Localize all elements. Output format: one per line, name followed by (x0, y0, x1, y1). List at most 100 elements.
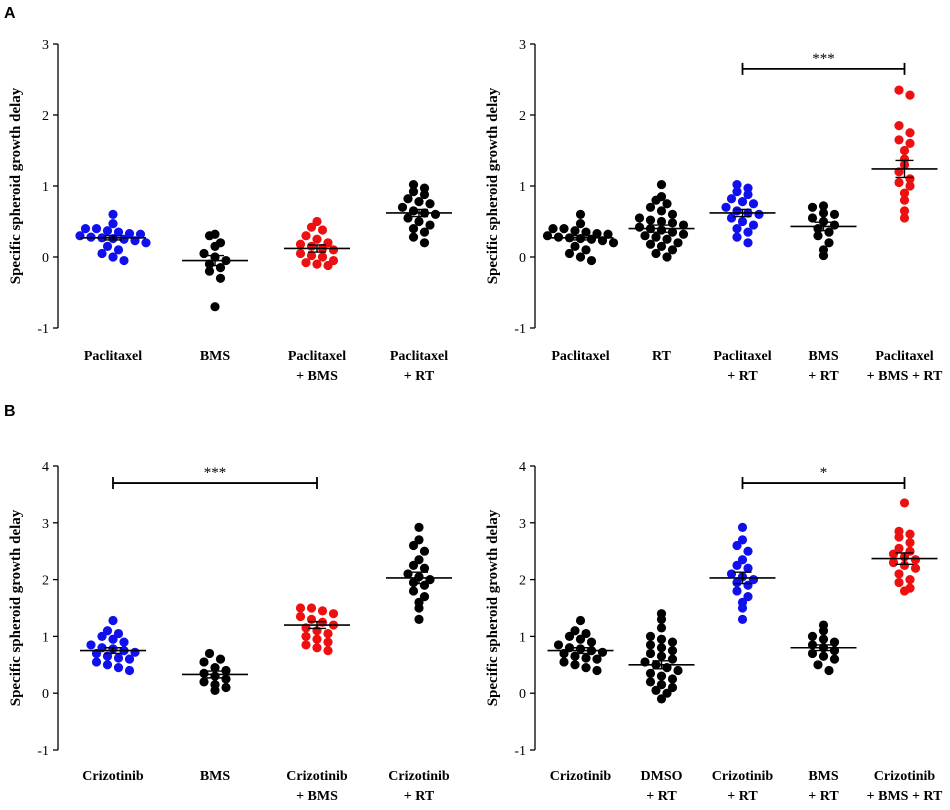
data-point (102, 626, 113, 636)
data-point (656, 623, 667, 633)
data-point (592, 654, 602, 664)
data-point (397, 202, 408, 212)
data-point (899, 498, 910, 508)
data-point (408, 540, 419, 551)
data-point (414, 535, 424, 545)
significance-bracket: * (741, 465, 906, 490)
category-group (80, 615, 146, 676)
data-point (564, 248, 575, 259)
data-point (408, 224, 419, 234)
data-point (301, 631, 311, 642)
data-point (894, 135, 904, 145)
data-point (408, 179, 419, 190)
data-point (748, 575, 759, 585)
data-point (592, 665, 602, 676)
data-point (408, 560, 419, 571)
category-group (284, 603, 350, 656)
data-point (818, 216, 829, 227)
category-label: Paclitaxel (288, 349, 346, 364)
y-tick-label: 0 (42, 687, 49, 702)
data-point (667, 654, 678, 664)
category-label: + RT (727, 369, 758, 384)
data-point (199, 248, 209, 259)
significance-bracket: *** (741, 51, 906, 75)
y-tick-label: 3 (42, 517, 49, 532)
data-point (732, 560, 742, 571)
data-point (824, 665, 834, 676)
data-point (824, 238, 834, 248)
plots: -1 0 1 2 3 Specific spheroid growth delay Pacl… (8, 38, 943, 804)
data-point (905, 181, 915, 191)
data-point (899, 154, 910, 164)
data-point (323, 646, 333, 656)
data-point (586, 255, 597, 266)
data-point (743, 227, 753, 237)
data-point (899, 195, 910, 205)
data-point (91, 657, 102, 667)
data-point (312, 216, 322, 227)
data-point (743, 563, 753, 573)
y-tick-label: 3 (519, 38, 526, 53)
y-tick-label: 1 (519, 180, 526, 195)
data-point (656, 216, 667, 227)
data-point (559, 657, 569, 667)
data-point (306, 603, 317, 613)
data-point (301, 231, 311, 241)
data-point (295, 603, 306, 613)
data-point (221, 682, 231, 693)
category-label: DMSO (641, 769, 683, 784)
data-point (818, 634, 829, 644)
data-point (732, 577, 742, 588)
data-point (645, 202, 656, 212)
data-point (295, 611, 306, 622)
data-point (419, 189, 430, 200)
data-point (199, 657, 209, 667)
data-point (651, 685, 661, 695)
data-point (102, 660, 113, 670)
data-point (97, 248, 107, 259)
data-point (204, 266, 215, 276)
data-point (899, 206, 910, 216)
category-group (709, 179, 776, 248)
data-point (570, 241, 580, 251)
data-point (414, 197, 424, 207)
category-label: + RT (646, 789, 677, 804)
category-group (547, 615, 614, 676)
data-point (818, 245, 829, 255)
data-point (737, 522, 748, 532)
data-point (419, 563, 430, 573)
data-point (328, 245, 339, 255)
y-tick-label: 0 (42, 251, 49, 266)
data-point (306, 250, 317, 261)
data-point (306, 222, 317, 232)
data-point (592, 228, 602, 239)
category-group (871, 498, 938, 596)
data-point (323, 238, 333, 248)
data-point (575, 615, 586, 626)
category-label: BMS (808, 349, 839, 364)
data-point (215, 238, 226, 248)
category-label: + BMS + RT (867, 789, 943, 804)
data-point (656, 609, 667, 619)
y-tick-label: 2 (42, 109, 49, 124)
significance-marker: * (820, 465, 828, 481)
data-point (656, 206, 667, 216)
data-point (732, 586, 742, 596)
data-point (295, 239, 306, 249)
data-point (119, 637, 129, 647)
data-point (673, 665, 683, 676)
data-point (403, 213, 413, 223)
data-point (905, 174, 915, 184)
data-point (667, 218, 678, 228)
data-point (221, 665, 231, 676)
data-point (721, 202, 731, 212)
data-point (818, 208, 829, 218)
data-point (888, 549, 899, 559)
data-point (124, 665, 135, 676)
data-point (80, 224, 91, 234)
category-label: + BMS + RT (867, 369, 943, 384)
data-point (748, 220, 759, 230)
y-axis-title: Specific spheroid growth delay (485, 509, 501, 706)
data-point (295, 248, 306, 259)
data-point (905, 138, 915, 148)
